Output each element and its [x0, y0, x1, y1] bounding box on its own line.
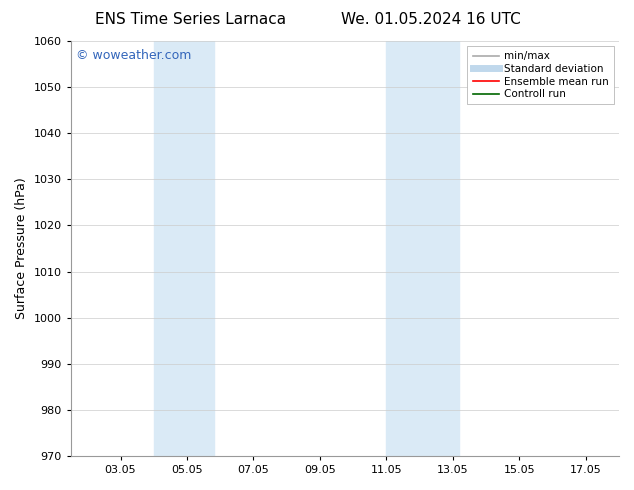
Bar [386, 41, 460, 456]
Text: We. 01.05.2024 16 UTC: We. 01.05.2024 16 UTC [341, 12, 521, 27]
Text: ENS Time Series Larnaca: ENS Time Series Larnaca [94, 12, 286, 27]
Text: © woweather.com: © woweather.com [76, 49, 191, 62]
Bar [154, 41, 214, 456]
Legend: min/max, Standard deviation, Ensemble mean run, Controll run: min/max, Standard deviation, Ensemble me… [467, 46, 614, 104]
Y-axis label: Surface Pressure (hPa): Surface Pressure (hPa) [15, 178, 28, 319]
